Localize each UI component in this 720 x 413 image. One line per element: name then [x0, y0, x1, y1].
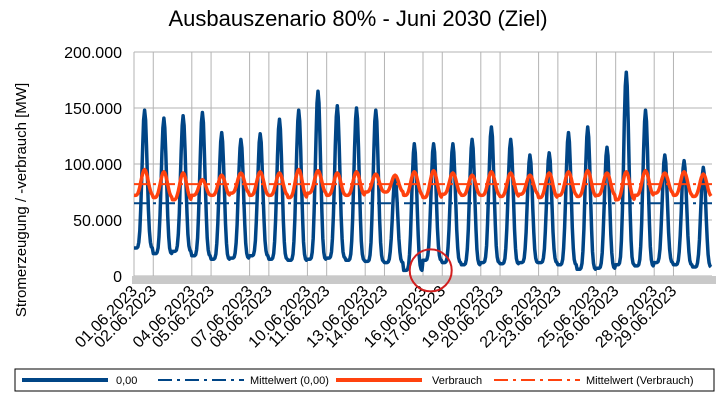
y-tick-label: 150.000	[64, 101, 122, 118]
legend: 0,00 Mittelwert (0,00) Verbrauch Mittelwert…	[14, 368, 715, 392]
legend-label: Mittelwert (Verbrauch)	[586, 375, 694, 387]
y-tick-label: 100.000	[64, 157, 122, 174]
y-ticks: 0 50.000 100.000 150.000 200.000	[64, 45, 122, 286]
y-tick-label: 200.000	[64, 45, 122, 62]
legend-label: Verbrauch	[432, 375, 482, 387]
annotation-circle	[408, 248, 453, 293]
series-lines	[133, 70, 713, 273]
x-ticks: 01.06.202302.06.202304.06.202305.06.2023…	[72, 283, 680, 352]
grid	[133, 51, 712, 277]
y-tick-label: 0	[113, 269, 122, 286]
x-axis-band	[132, 276, 716, 284]
annotation	[408, 248, 453, 293]
legend-label: Mittelwert (0,00)	[250, 375, 329, 387]
y-tick-label: 50.000	[73, 213, 122, 230]
chart-title: Ausbauszenario 80% - Juni 2030 (Ziel)	[168, 6, 547, 31]
y-axis-label: Stromerzeugung / -verbrauch [MW]	[13, 83, 30, 317]
legend-label: 0,00	[116, 375, 137, 387]
series-line-0-00	[133, 70, 713, 273]
series-line-verbrauch	[133, 167, 713, 202]
